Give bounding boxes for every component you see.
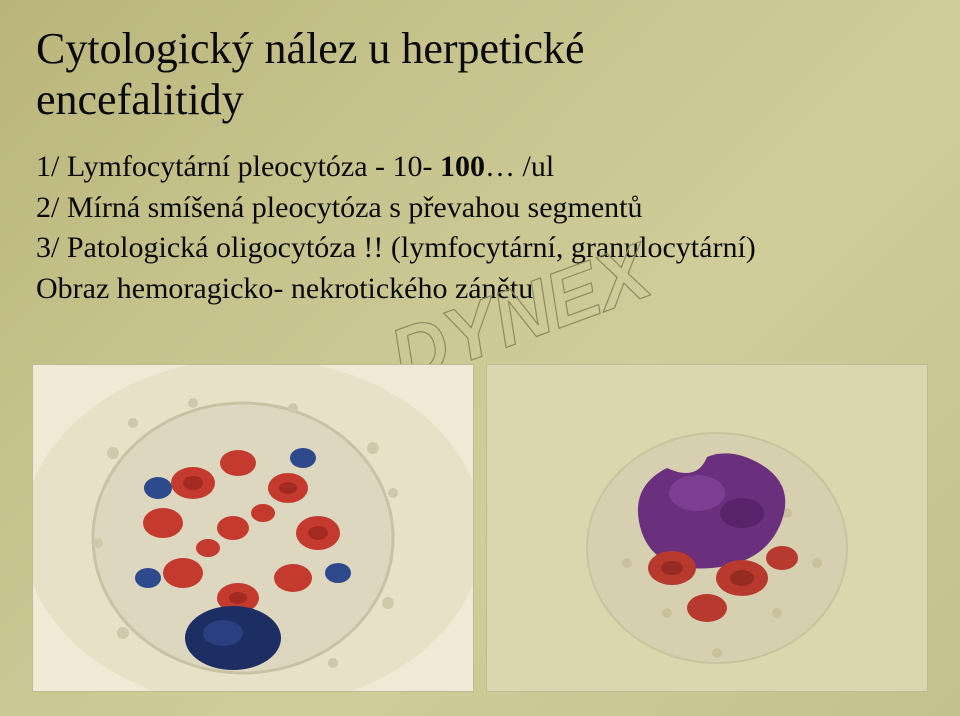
image-left (32, 364, 474, 692)
title-line-1: Cytologický nález u herpetické (36, 24, 585, 73)
title-line-2: encefalitidy (36, 75, 244, 124)
body-line-1: 1/ Lymfocytární pleocytóza - 10- 100… /u… (36, 147, 924, 188)
body-line-3: 3/ Patologická oligocytóza !! (lymfocytá… (36, 228, 924, 269)
slide-title: Cytologický nález u herpetické encefalit… (36, 24, 924, 125)
body-line-1-prefix: 1/ Lymfocytární pleocytóza - 10- (36, 150, 440, 183)
slide-body: 1/ Lymfocytární pleocytóza - 10- 100… /u… (36, 147, 924, 309)
body-line-1-suffix: … /ul (485, 150, 554, 183)
image-row (32, 364, 928, 692)
slide: Cytologický nález u herpetické encefalit… (0, 0, 960, 716)
body-line-2: 2/ Mírná smíšená pleocytóza s převahou s… (36, 188, 924, 229)
image-right (486, 364, 928, 692)
body-line-4: Obraz hemoragicko- nekrotického zánětu (36, 269, 924, 310)
body-line-1-bold: 100 (440, 150, 485, 183)
